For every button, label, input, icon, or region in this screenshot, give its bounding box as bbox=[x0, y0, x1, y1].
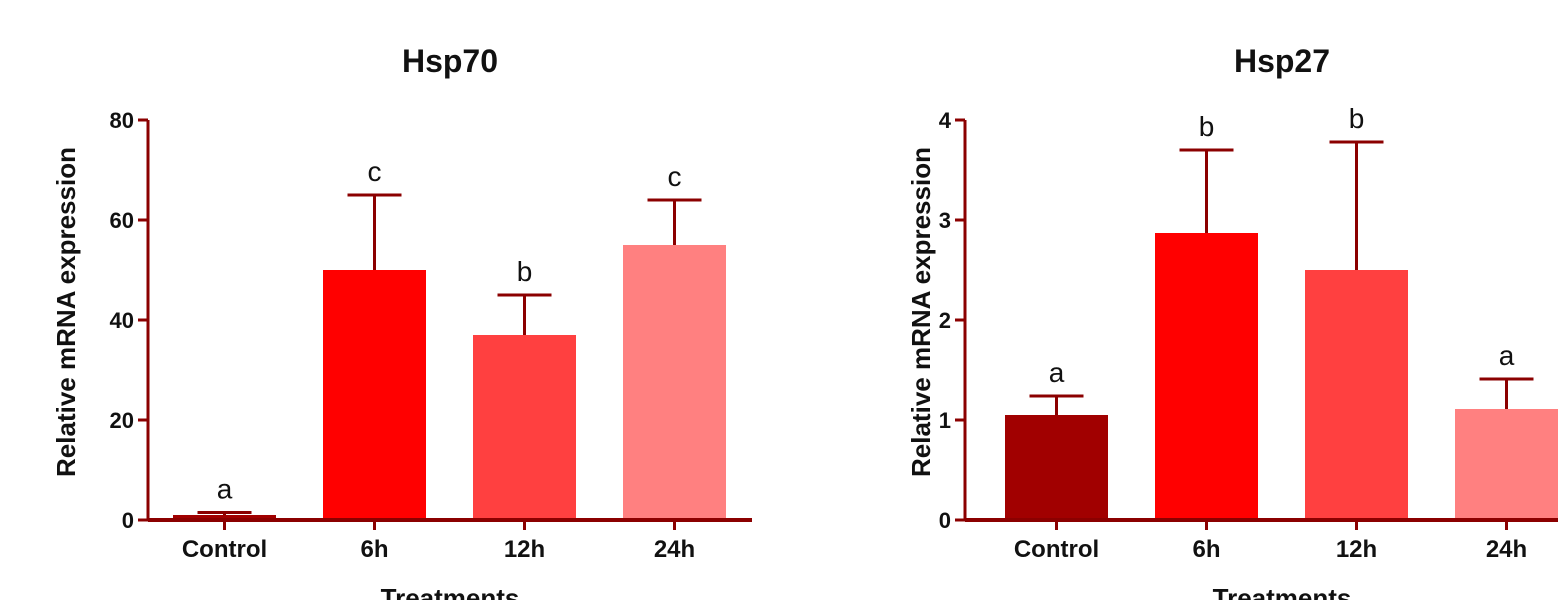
x-tick-label: Control bbox=[182, 536, 267, 563]
significance-label: a bbox=[1049, 357, 1065, 388]
bar-6h bbox=[323, 270, 426, 520]
chart-title: Hsp70 bbox=[402, 43, 498, 79]
y-tick-label: 0 bbox=[122, 508, 134, 533]
bar-control bbox=[1005, 415, 1108, 520]
bar-12h bbox=[473, 335, 576, 520]
y-axis-label: Relative mRNA expression bbox=[51, 147, 81, 477]
y-tick-label: 4 bbox=[939, 108, 952, 133]
y-tick-label: 80 bbox=[110, 108, 134, 133]
x-tick-label: 24h bbox=[1486, 536, 1527, 563]
x-tick-label: 6h bbox=[360, 536, 388, 563]
x-tick-label: 12h bbox=[1336, 536, 1377, 563]
y-tick-label: 40 bbox=[110, 308, 134, 333]
significance-label: b bbox=[1199, 111, 1215, 142]
significance-label: c bbox=[668, 161, 682, 192]
x-axis-label: Treatments bbox=[1213, 583, 1352, 600]
y-axis-label: Relative mRNA expression bbox=[906, 147, 936, 477]
significance-label: a bbox=[217, 474, 233, 505]
x-tick-label: 6h bbox=[1192, 536, 1220, 563]
y-tick-label: 3 bbox=[939, 208, 951, 233]
significance-label: c bbox=[368, 156, 382, 187]
x-axis-label: Treatments bbox=[381, 583, 520, 600]
bar-12h bbox=[1305, 270, 1408, 520]
x-tick-label: 12h bbox=[504, 536, 545, 563]
hsp27-chart-panel: Hsp27 Relative mRNA expression Treatments a… bbox=[906, 43, 1558, 600]
significance-label: b bbox=[1349, 103, 1365, 134]
bar-control bbox=[173, 515, 276, 520]
y-tick-label: 20 bbox=[110, 408, 134, 433]
bar-24h bbox=[1455, 409, 1558, 520]
x-tick-label: Control bbox=[1014, 536, 1099, 563]
bar-6h bbox=[1155, 233, 1258, 520]
y-tick-label: 1 bbox=[939, 408, 951, 433]
significance-label: a bbox=[1499, 340, 1515, 371]
y-tick-label: 0 bbox=[939, 508, 951, 533]
significance-label: b bbox=[517, 256, 533, 287]
bar-24h bbox=[623, 245, 726, 520]
y-tick-label: 60 bbox=[110, 208, 134, 233]
x-tick-label: 24h bbox=[654, 536, 695, 563]
hsp70-chart-panel: Hsp70 Relative mRNA expression Treatments a… bbox=[51, 43, 752, 600]
y-tick-label: 2 bbox=[939, 308, 951, 333]
chart-title: Hsp27 bbox=[1234, 43, 1330, 79]
